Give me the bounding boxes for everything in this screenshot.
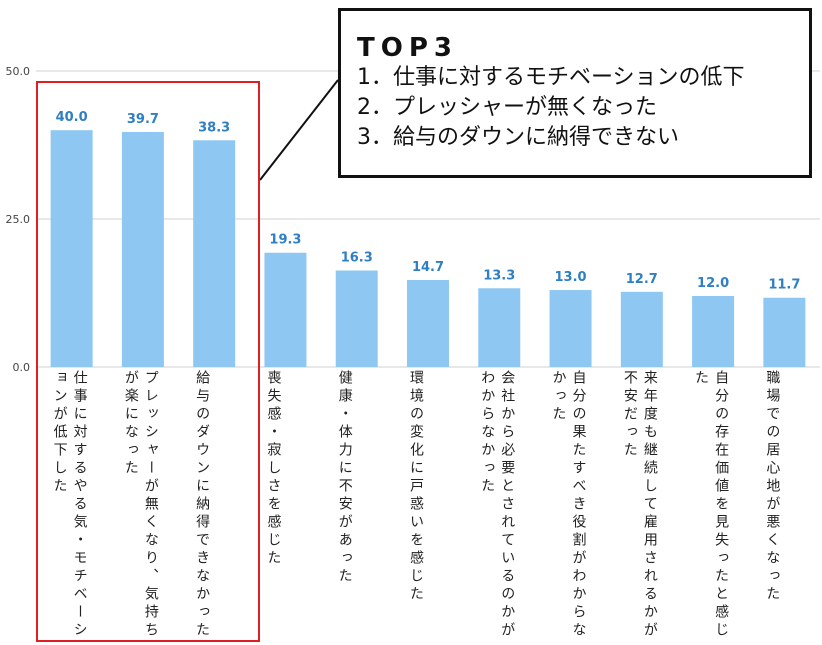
data-label: 40.0 <box>56 110 88 125</box>
bar <box>335 270 378 367</box>
callout-item-3: 3．給与のダウンに納得できない <box>357 125 679 150</box>
data-labels: 40.0 39.7 38.3 19.3 16.3 14.7 13.3 13.0 12.7 12.0… <box>56 110 801 293</box>
data-label: 19.3 <box>269 233 301 248</box>
y-tick-label: 0.0 <box>13 361 31 374</box>
callout-item-2: 2．プレッシャーが無くなった <box>357 95 657 120</box>
y-axis: 0.0 25.0 50.0 <box>6 65 31 374</box>
bar <box>264 252 307 367</box>
category-label: 自分の存在価値を見失ったと感じた <box>693 370 730 640</box>
bar <box>692 295 735 367</box>
data-label: 12.7 <box>626 272 658 287</box>
top3-highlight-box <box>36 81 260 642</box>
data-label: 12.0 <box>697 276 729 291</box>
data-label: 16.3 <box>341 251 373 266</box>
category-label: 職場での居心地が悪くなった <box>764 370 781 604</box>
data-label: 39.7 <box>127 112 159 127</box>
y-tick-label: 25.0 <box>6 213 31 226</box>
data-label: 14.7 <box>412 260 444 275</box>
data-label: 13.3 <box>483 268 515 283</box>
category-label: 仕事に対するやる気・モチベーションが低下した <box>51 370 88 640</box>
callout-title: TOP3 <box>357 33 458 63</box>
category-label: 環境の変化に戸惑いを感じた <box>408 370 424 604</box>
bar <box>620 291 663 367</box>
category-label: 健康・体力に不安があった <box>336 370 353 586</box>
category-label: 給与のダウンに納得できなかった <box>194 370 211 640</box>
y-tick-label: 50.0 <box>6 65 31 78</box>
bar <box>50 130 93 367</box>
bars <box>50 130 806 367</box>
bar <box>121 131 164 367</box>
category-label: 自分の果たすべき役割がわからなかった <box>550 370 587 640</box>
callout-item-1: 1．仕事に対するモチベーションの低下 <box>357 65 745 90</box>
category-label: 喪失感・寂しさを感じた <box>265 370 282 568</box>
callout-connector-line <box>259 79 339 181</box>
bar <box>478 288 521 367</box>
category-label: プレッシャーが無くなり、気持ちが楽になった <box>122 370 159 640</box>
category-label: 来年度も継続して雇用されるかが不安だった <box>621 370 658 640</box>
data-label: 38.3 <box>198 120 230 135</box>
bar <box>407 279 449 367</box>
top3-callout: TOP3 1．仕事に対するモチベーションの低下 2．プレッシャーが無くなった 3… <box>338 8 812 178</box>
category-label: 会社から必要とされているのかがわからなかった <box>479 370 516 640</box>
bar <box>193 140 236 367</box>
data-label: 13.0 <box>555 270 587 285</box>
bar <box>763 297 806 367</box>
bar <box>549 290 592 367</box>
data-label: 11.7 <box>768 278 800 293</box>
